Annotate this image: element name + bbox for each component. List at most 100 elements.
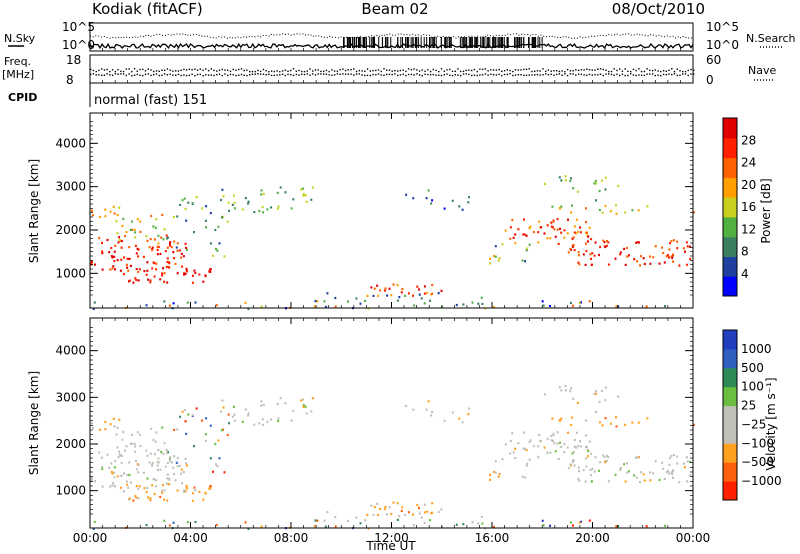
nave-point	[150, 74, 152, 77]
data-point	[676, 240, 679, 243]
data-point	[578, 521, 581, 524]
data-point	[184, 242, 187, 245]
nsearch-label: N.Search	[746, 32, 796, 45]
data-point	[244, 301, 247, 304]
freq-point	[553, 70, 555, 72]
data-point	[493, 306, 495, 309]
data-point	[186, 521, 189, 524]
data-point	[549, 304, 551, 308]
data-point	[366, 513, 369, 516]
data-point	[557, 242, 560, 245]
nave-point	[490, 73, 492, 75]
data-point	[569, 390, 572, 393]
data-point	[604, 461, 607, 464]
data-point	[615, 305, 618, 308]
colorbar-tick-label: −100	[741, 436, 774, 450]
data-point	[606, 454, 608, 457]
data-point	[135, 268, 138, 271]
data-point	[300, 399, 303, 402]
freq-point	[484, 68, 487, 70]
velocity-panel	[89, 317, 694, 529]
data-point	[404, 513, 407, 516]
data-point	[615, 425, 618, 428]
data-point	[215, 247, 217, 251]
nave-point	[325, 73, 328, 75]
data-point	[558, 386, 561, 389]
data-point	[170, 461, 173, 464]
data-point	[163, 272, 166, 275]
data-point	[598, 253, 600, 257]
data-point	[181, 482, 184, 485]
freq-point	[309, 68, 311, 70]
data-point	[578, 301, 581, 305]
data-point	[595, 410, 597, 414]
data-point	[153, 238, 156, 241]
data-point	[493, 525, 495, 529]
data-point	[637, 421, 640, 424]
data-point	[266, 208, 269, 211]
freq-point	[597, 68, 599, 70]
nave-point	[364, 74, 366, 77]
nave-point	[594, 74, 596, 76]
data-point	[619, 469, 622, 472]
freq-point	[468, 69, 470, 71]
data-point	[184, 490, 187, 493]
data-point	[566, 446, 569, 449]
data-point	[209, 270, 212, 273]
data-point	[593, 470, 596, 473]
data-point	[689, 257, 692, 260]
data-point	[176, 249, 179, 252]
data-point	[110, 247, 113, 250]
data-point	[131, 442, 133, 445]
nave-point	[597, 74, 599, 76]
nave-point	[391, 73, 393, 76]
data-point	[151, 249, 154, 252]
data-point	[311, 397, 314, 400]
data-point	[571, 460, 574, 464]
data-point	[334, 305, 337, 308]
data-point	[376, 284, 379, 287]
nave-point	[281, 73, 284, 75]
data-point	[161, 272, 164, 275]
nave-point	[323, 73, 325, 75]
freq-point	[101, 68, 103, 70]
data-point	[497, 475, 500, 478]
data-point	[671, 473, 674, 476]
data-point	[173, 473, 176, 476]
data-point	[537, 445, 540, 448]
data-point	[192, 492, 194, 495]
data-point	[134, 445, 137, 448]
data-point	[155, 262, 158, 265]
data-point	[209, 212, 212, 215]
data-point	[166, 473, 169, 476]
data-point	[544, 182, 546, 185]
data-point	[578, 470, 580, 473]
data-point	[560, 389, 563, 392]
noise-right-tick-top: 10^5	[706, 20, 739, 34]
data-point	[571, 416, 573, 419]
data-point	[136, 218, 139, 221]
data-point	[153, 492, 156, 496]
data-point	[558, 176, 561, 179]
data-point	[187, 413, 190, 416]
data-point	[193, 445, 195, 448]
data-point	[128, 279, 131, 282]
data-point	[563, 236, 566, 239]
nave-point	[640, 74, 643, 76]
data-point	[566, 232, 569, 235]
data-point	[578, 254, 580, 257]
freq-point	[218, 69, 221, 71]
data-point	[324, 525, 327, 528]
data-point	[139, 220, 142, 223]
data-point	[455, 303, 458, 307]
freq-point	[394, 70, 396, 72]
data-point	[165, 482, 168, 485]
data-point	[684, 250, 686, 253]
data-point	[128, 246, 131, 249]
data-point	[609, 422, 612, 425]
freq-point	[262, 68, 265, 71]
data-point	[173, 240, 176, 243]
data-point	[92, 527, 95, 530]
nave-point	[265, 74, 267, 76]
data-point	[512, 451, 515, 454]
